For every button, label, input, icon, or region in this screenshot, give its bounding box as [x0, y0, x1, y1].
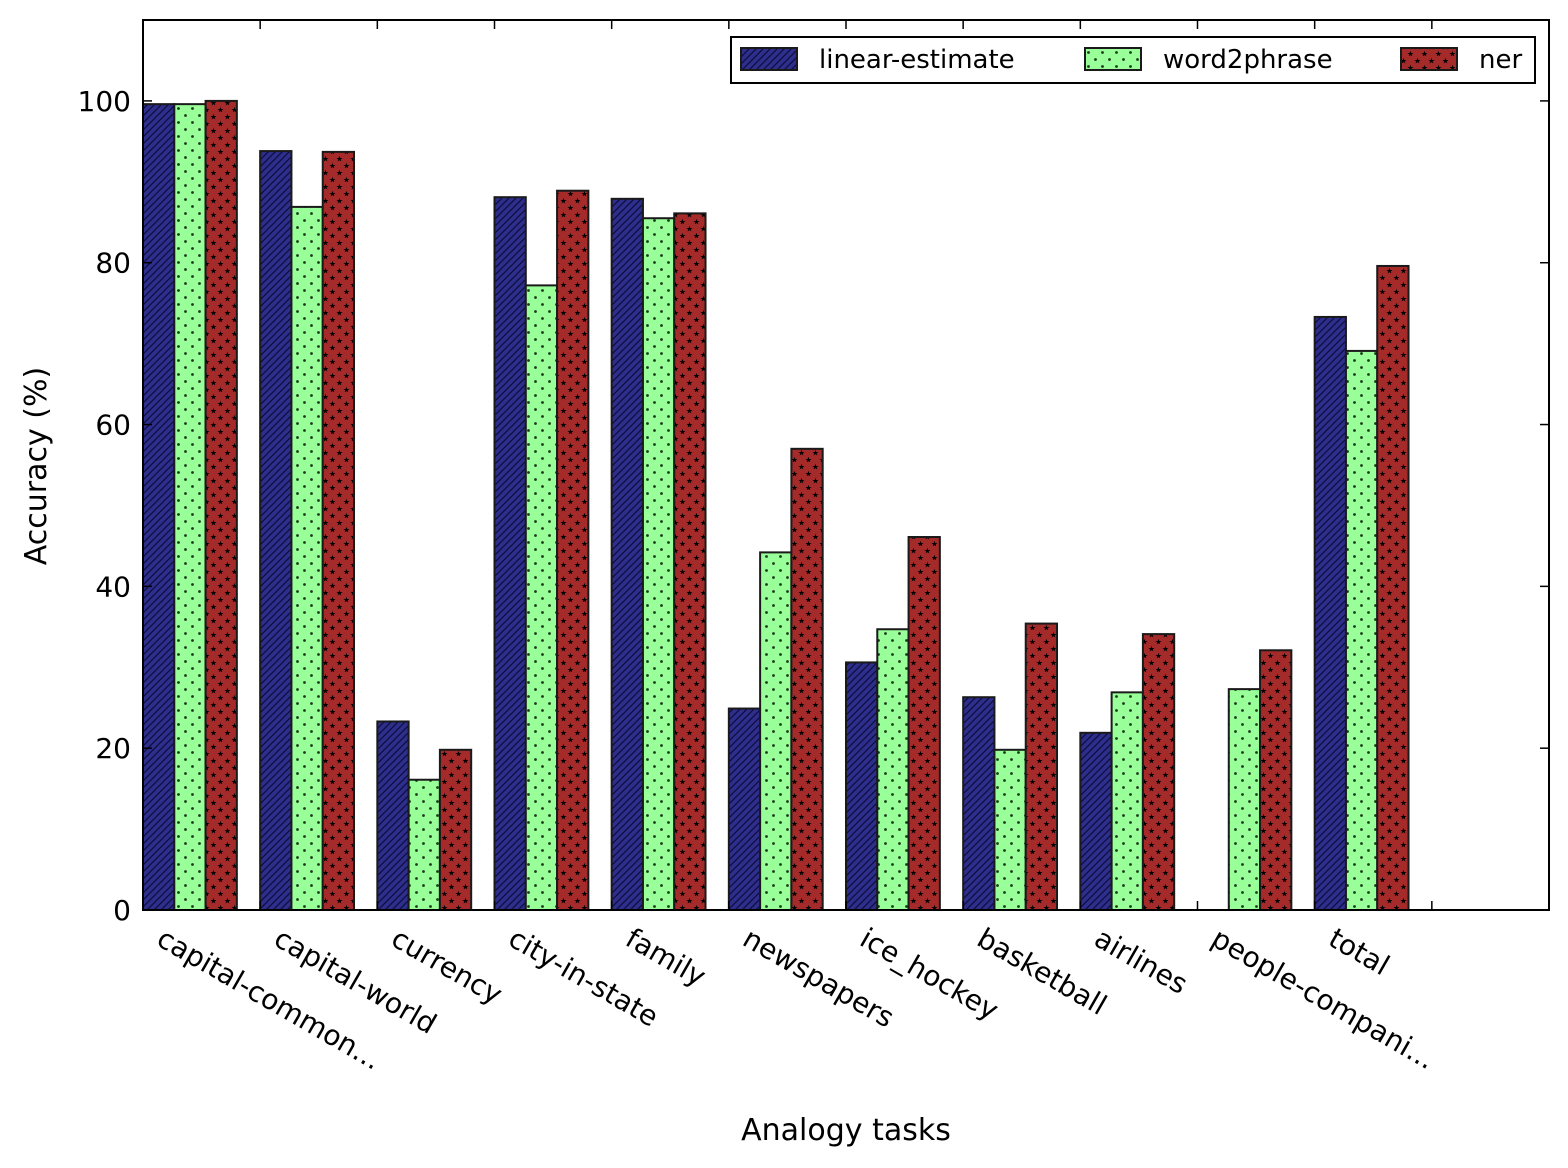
legend: linear-estimate word2phrase ner: [730, 36, 1536, 84]
y-axis-title: Accuracy (%): [19, 367, 54, 565]
bar-word2phrase-4: [641, 217, 676, 911]
x-tick-label: family: [620, 921, 711, 993]
legend-label-word2phrase: word2phrase: [1163, 45, 1333, 75]
bar-linear-estimate-6: [845, 661, 879, 911]
legend-swatch-ner: [1400, 47, 1458, 71]
bar-word2phrase-8: [1110, 691, 1144, 912]
bar-ner-5: [790, 447, 824, 911]
bar-ner-2: [438, 748, 473, 911]
bar-word2phrase-2: [407, 778, 441, 912]
bar-linear-estimate-2: [376, 720, 410, 911]
bar-linear-estimate-1: [259, 150, 293, 911]
legend-label-ner: ner: [1479, 45, 1522, 75]
bar-linear-estimate-10: [1313, 315, 1347, 912]
bar-word2phrase-7: [993, 748, 1027, 911]
bar-linear-estimate-5: [727, 707, 762, 912]
legend-swatch-word2phrase: [1084, 47, 1142, 71]
x-tick-label: capital-common...: [152, 921, 387, 1076]
bar-word2phrase-10: [1344, 349, 1379, 912]
bar-ner-4: [673, 212, 707, 911]
x-tick-label: people-compani...: [1206, 921, 1441, 1076]
y-tick-label: 80: [95, 247, 131, 280]
bar-ner-0: [204, 99, 238, 911]
bar-ner-9: [1259, 649, 1293, 911]
bar-ner-3: [556, 189, 590, 911]
y-tick-label: 0: [113, 894, 131, 927]
bar-linear-estimate-0: [142, 103, 176, 912]
legend-label-linear-estimate: linear-estimate: [819, 45, 1015, 75]
bar-word2phrase-3: [524, 284, 559, 911]
y-tick-label: 40: [95, 570, 131, 603]
bar-word2phrase-0: [173, 103, 207, 912]
bar-ner-8: [1141, 633, 1176, 911]
bar-word2phrase-5: [759, 551, 793, 912]
bars-layer: [142, 99, 1410, 912]
bar-word2phrase-9: [1227, 688, 1262, 911]
bar-ner-10: [1376, 264, 1410, 911]
y-tick-label: 60: [95, 409, 131, 442]
bar-ner-7: [1024, 622, 1059, 912]
bar-linear-estimate-3: [493, 196, 527, 911]
legend-swatch-linear-estimate: [740, 47, 798, 71]
y-tick-label: 100: [78, 85, 131, 118]
bar-word2phrase-6: [876, 628, 910, 912]
bar-word2phrase-1: [290, 205, 324, 911]
bar-linear-estimate-8: [1079, 731, 1113, 911]
bar-linear-estimate-4: [610, 197, 644, 912]
bar-ner-6: [907, 536, 941, 911]
x-axis-title: Analogy tasks: [741, 1113, 951, 1148]
x-tick-label: total: [1323, 921, 1395, 982]
bar-linear-estimate-7: [962, 696, 996, 912]
y-tick-label: 20: [95, 732, 131, 765]
bar-ner-1: [321, 150, 356, 911]
